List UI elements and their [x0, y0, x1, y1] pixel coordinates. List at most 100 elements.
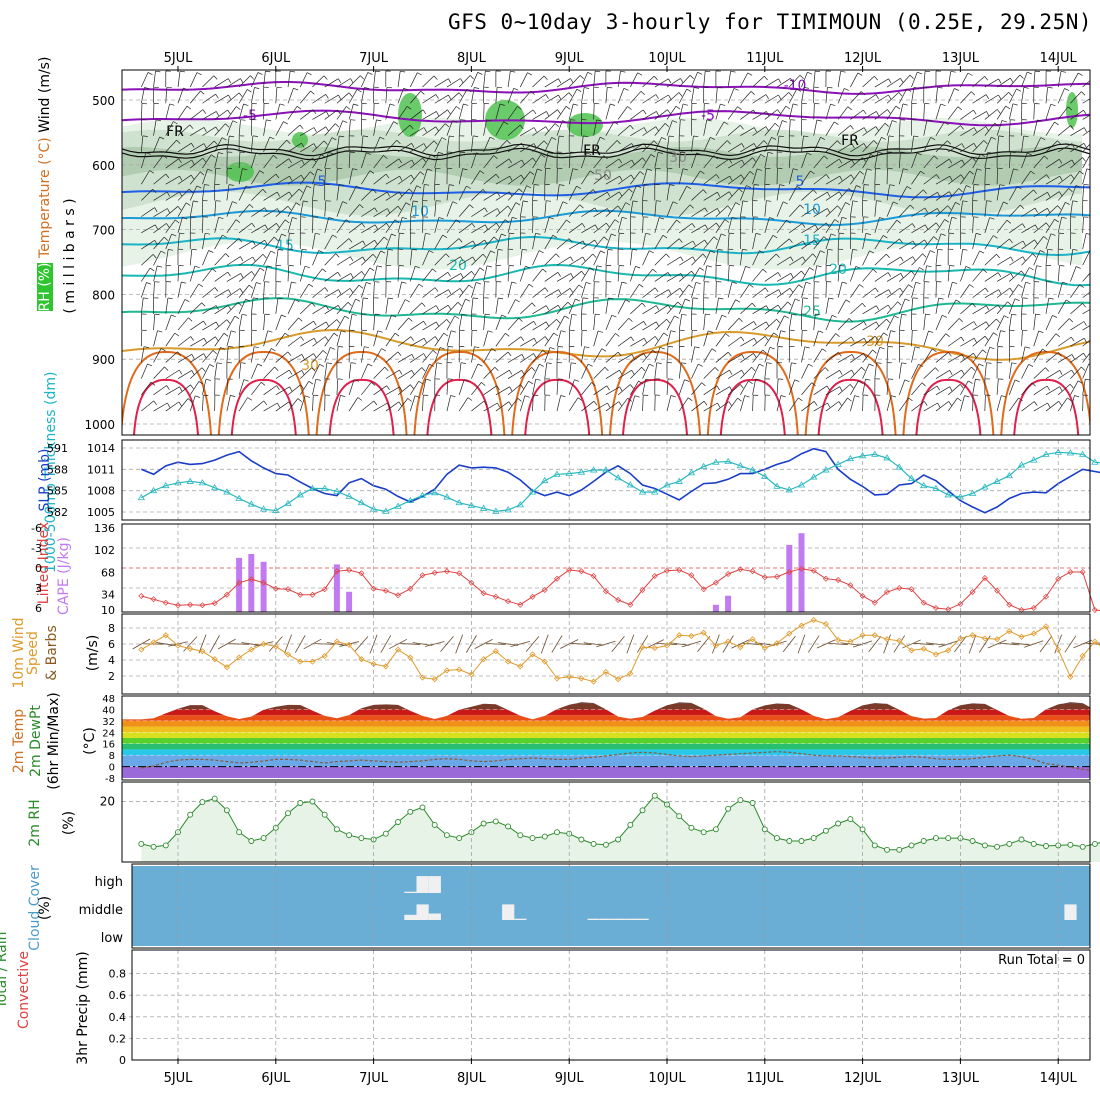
wind-barb: [520, 284, 530, 298]
wind-barb: [1082, 143, 1090, 153]
wind-barb-flag: [1038, 330, 1044, 334]
wind-barb: [238, 314, 243, 331]
wind10-barb: [294, 635, 306, 653]
wind-barb-flag: [1054, 121, 1059, 126]
wind-barb: [960, 395, 965, 412]
wind-barb: [238, 299, 246, 314]
wind-barb-flag: [794, 379, 800, 382]
wind-barb-flag: [522, 200, 528, 203]
wind-barb-flag: [655, 321, 660, 327]
wind-barb: [740, 395, 746, 412]
day-label-bottom-13JUL: 13JUL: [942, 1071, 980, 1086]
wind-barb-flag: [729, 176, 733, 181]
wind-barb-flag: [257, 72, 263, 75]
wind-barb-flag: [771, 136, 777, 140]
wind-barb-flag: [1095, 336, 1098, 340]
wind-barb-flag: [399, 369, 403, 375]
wind-barb-flag: [506, 140, 511, 145]
wind-barb-flag: [177, 206, 182, 211]
wind-barb: [312, 336, 326, 347]
wind-barb: [361, 189, 374, 201]
wind-barb-flag: [487, 330, 493, 333]
wind-barb: [654, 94, 669, 104]
wind-barb-flag: [1000, 330, 1006, 333]
wind-barb: [825, 233, 832, 250]
cloud-bar-middle: [514, 918, 527, 920]
wind-barb: [434, 152, 439, 169]
wind-barb-flag: [312, 157, 317, 163]
wind10-ytick-2: 2: [108, 670, 115, 683]
wind-barb-flag: [1094, 140, 1098, 144]
wind-barb: [593, 222, 607, 234]
wind-barb-flag: [642, 157, 646, 162]
wind-barb-flag: [318, 250, 324, 253]
wind-barb-flag: [749, 284, 754, 288]
wind-barb-flag: [539, 363, 544, 367]
wind-barb-flag: [826, 222, 830, 228]
wind-barb: [740, 109, 754, 120]
wind-barb-flag: [996, 253, 1000, 259]
wind-barb: [1070, 249, 1074, 266]
wind-barb: [532, 184, 535, 201]
wind-barb-flag: [630, 384, 634, 389]
wind-barb: [1070, 72, 1079, 88]
wind-barb: [324, 78, 339, 88]
contour-label-11: 15: [803, 233, 821, 249]
wind-barb: [422, 184, 425, 201]
rh2m-point: [162, 842, 169, 849]
wind-barb: [397, 317, 409, 331]
wind-barb: [409, 395, 416, 412]
thickness-point: [895, 463, 903, 470]
wind-barb: [458, 284, 470, 298]
wind-barb: [177, 370, 192, 379]
rh2m-point: [700, 829, 707, 836]
wind-barb-flag: [668, 78, 672, 84]
thickness-point: [320, 484, 329, 491]
thickness-point: [235, 494, 243, 501]
wind-barb-flag: [387, 208, 391, 214]
lifted-index-point: [285, 586, 291, 593]
wind-barb-flag: [913, 87, 919, 89]
wind-barb: [348, 379, 355, 395]
wind-barb-flag: [450, 330, 456, 333]
wind-barb: [1033, 208, 1048, 217]
wind-barb: [1033, 236, 1044, 250]
wind-barb-flag: [530, 90, 535, 95]
wind-barb: [740, 143, 755, 153]
wind10-point: [187, 645, 194, 652]
thickness-point: [809, 473, 818, 480]
wind-barb: [507, 159, 523, 169]
wind-barb-flag: [780, 330, 786, 333]
wind-barb: [1045, 140, 1058, 153]
contour-40-day8: [915, 378, 982, 435]
wind-barb-flag: [700, 170, 705, 175]
wind-barb: [519, 200, 524, 217]
wind-barb: [1045, 191, 1060, 201]
wind-barb: [886, 287, 901, 298]
wind-barb-flag: [702, 189, 707, 194]
wind-barb-flag: [264, 240, 268, 245]
wind-barb-flag: [985, 126, 989, 131]
wind-barb: [214, 332, 225, 347]
wind-barb-flag: [352, 168, 358, 171]
wind-barb-flag: [692, 297, 698, 299]
wind-barb: [678, 314, 683, 331]
wind-barb: [471, 297, 474, 314]
wind-barb-flag: [979, 250, 985, 254]
wind-barb-flag: [1007, 301, 1012, 306]
wind-barb: [532, 287, 546, 298]
wind-barb: [666, 219, 677, 234]
wind-barb: [287, 370, 302, 379]
wind-barb-flag: [777, 272, 781, 277]
wind-barb-flag: [972, 303, 976, 308]
wind-barb-flag: [641, 367, 646, 372]
rh2m-point: [908, 842, 915, 849]
wind-barb: [935, 219, 945, 234]
wind-barb-flag: [1037, 119, 1043, 122]
wind-barb-flag: [873, 140, 878, 145]
wind-barb: [801, 207, 816, 217]
wind-barb: [947, 282, 953, 298]
wind-barb: [1021, 253, 1033, 266]
wind-barb: [238, 222, 253, 234]
thickness-point: [1005, 471, 1014, 479]
